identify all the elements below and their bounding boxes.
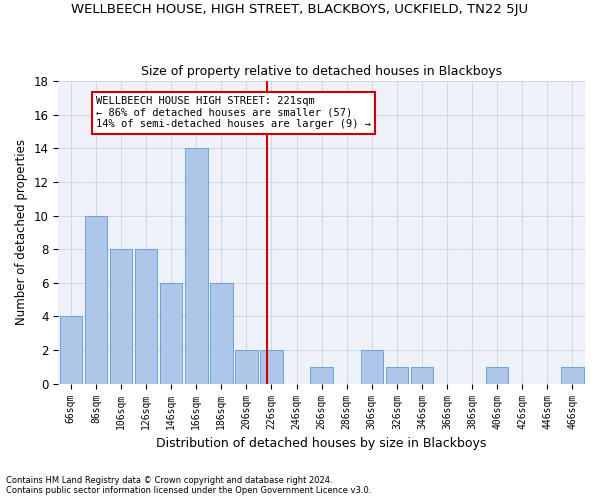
Bar — [85, 216, 107, 384]
Bar — [160, 283, 182, 384]
Bar — [135, 249, 157, 384]
Bar — [185, 148, 208, 384]
Bar — [310, 367, 333, 384]
Bar — [486, 367, 508, 384]
Bar — [110, 249, 132, 384]
Bar — [260, 350, 283, 384]
Text: WELLBEECH HOUSE, HIGH STREET, BLACKBOYS, UCKFIELD, TN22 5JU: WELLBEECH HOUSE, HIGH STREET, BLACKBOYS,… — [71, 2, 529, 16]
Title: Size of property relative to detached houses in Blackboys: Size of property relative to detached ho… — [141, 66, 502, 78]
Y-axis label: Number of detached properties: Number of detached properties — [15, 140, 28, 326]
Bar — [59, 316, 82, 384]
Bar — [561, 367, 584, 384]
Text: Contains HM Land Registry data © Crown copyright and database right 2024.
Contai: Contains HM Land Registry data © Crown c… — [6, 476, 371, 495]
Bar — [210, 283, 233, 384]
Bar — [361, 350, 383, 384]
Text: WELLBEECH HOUSE HIGH STREET: 221sqm
← 86% of detached houses are smaller (57)
14: WELLBEECH HOUSE HIGH STREET: 221sqm ← 86… — [96, 96, 371, 130]
X-axis label: Distribution of detached houses by size in Blackboys: Distribution of detached houses by size … — [157, 437, 487, 450]
Bar — [410, 367, 433, 384]
Bar — [235, 350, 257, 384]
Bar — [386, 367, 408, 384]
